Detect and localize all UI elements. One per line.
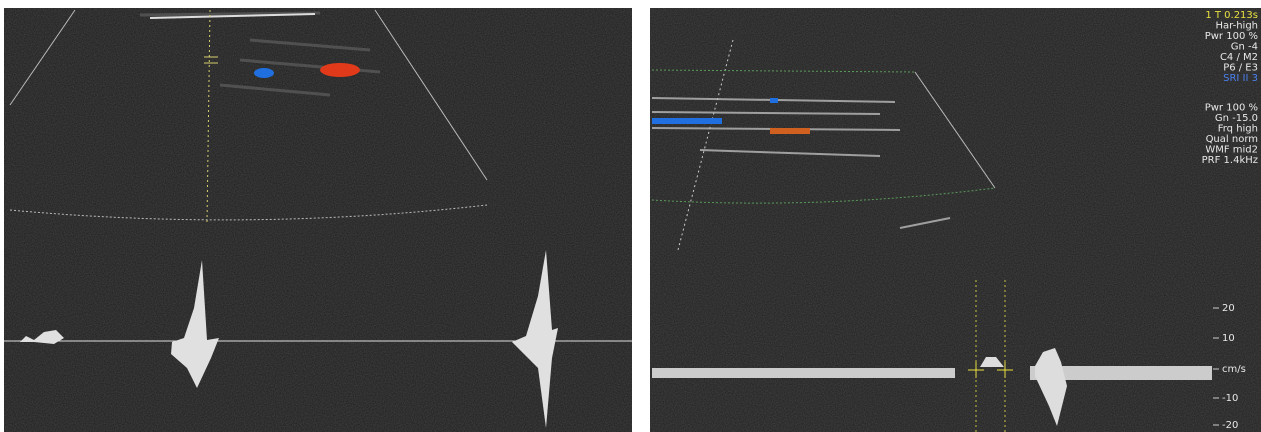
scale-label: -10 (1222, 393, 1238, 404)
setting: Qual norm (1206, 134, 1258, 145)
scale-label: -20 (1222, 420, 1238, 431)
screenshot: 1 T 0.213sHar-highPwr 100 %Gn -4C4 / M2P… (0, 0, 1261, 432)
setting: P6 / E3 (1223, 63, 1258, 74)
frame-time: 1 T 0.213s (1205, 10, 1258, 21)
setting: WMF mid2 (1205, 145, 1258, 156)
setting: SRI II 3 (1223, 73, 1258, 84)
setting: Frq high (1218, 124, 1258, 135)
scale-label: 20 (1222, 303, 1235, 314)
color-flow-red (320, 63, 360, 77)
setting: PRF 1.4kHz (1202, 155, 1258, 166)
setting: Gn -15.0 (1215, 113, 1258, 124)
scale-label: cm/s (1222, 364, 1246, 375)
scale-label: 10 (1222, 333, 1235, 344)
left-panel (4, 8, 632, 432)
setting: Pwr 100 % (1205, 31, 1258, 42)
doppler-baseline (652, 366, 1212, 380)
color-flow-blue (254, 68, 274, 78)
noise (4, 8, 632, 432)
color-flow-blue (770, 98, 778, 103)
color-flow-red (770, 128, 810, 134)
page: 1 T 0.213sHar-highPwr 100 %Gn -4C4 / M2P… (0, 0, 1261, 432)
setting: Gn -4 (1231, 42, 1258, 53)
color-flow-blue (652, 118, 722, 124)
setting: C4 / M2 (1220, 52, 1258, 63)
setting: Pwr 100 % (1205, 103, 1258, 114)
setting: Har-high (1215, 21, 1258, 32)
